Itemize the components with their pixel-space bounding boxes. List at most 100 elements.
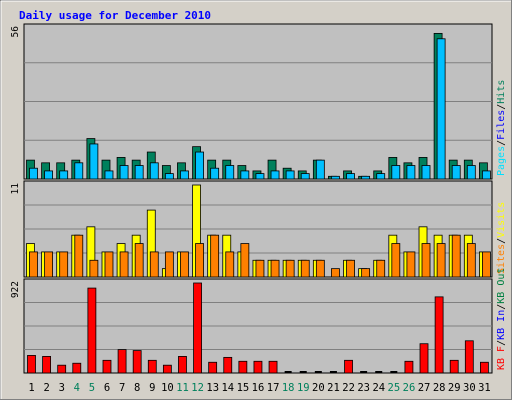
bar-kb-f — [223, 356, 233, 374]
x-tick-label: 2 — [43, 382, 49, 394]
bar-sites — [119, 251, 129, 278]
bar-files — [376, 173, 386, 180]
x-tick-label: 13 — [206, 382, 219, 394]
panel-kb: 922 KB F/KB In/KB Out — [10, 268, 507, 374]
bar-sites — [180, 251, 189, 278]
bar-kb-f — [464, 340, 474, 374]
x-tick-label: 20 — [312, 382, 325, 394]
x-tick-label: 11 — [176, 382, 189, 394]
legend-item: Hits — [496, 80, 507, 104]
bar-files — [164, 173, 174, 180]
bar-sites — [89, 259, 99, 278]
legend-item: Pages — [496, 146, 507, 176]
bar-sites — [225, 251, 235, 278]
bar-kb-f — [344, 359, 353, 374]
bar-files — [225, 165, 235, 180]
y-max-label: 922 — [10, 281, 21, 298]
bar-sites — [436, 243, 446, 278]
bar-kb-f — [419, 343, 429, 374]
bar-files — [180, 170, 189, 180]
bar-sites — [240, 243, 250, 278]
bar-kb-f — [72, 362, 82, 374]
x-tick-label: 17 — [267, 382, 280, 394]
bar-files — [391, 165, 401, 180]
bar-files — [59, 170, 69, 180]
bar-sites — [315, 259, 325, 278]
panel-legend: Sites/Visits — [496, 202, 507, 274]
bar-files — [195, 151, 204, 180]
bar-files — [29, 167, 38, 180]
bar-sites — [285, 259, 295, 278]
x-tick-label: 5 — [89, 382, 95, 394]
bar-sites — [44, 251, 53, 278]
bar-kb-f — [253, 360, 263, 374]
bar-files — [300, 173, 310, 180]
bar-files — [361, 175, 371, 180]
x-tick-label: 3 — [59, 382, 65, 394]
bar-kb-f — [208, 361, 218, 374]
bar-files — [89, 143, 99, 180]
bar-sites — [331, 268, 340, 278]
bar-sites — [466, 243, 476, 278]
bar-files — [285, 170, 295, 180]
x-tick-label: 29 — [448, 382, 461, 394]
bar-files — [149, 162, 159, 180]
x-tick-label: 25 — [388, 382, 401, 394]
x-tick-label: 22 — [342, 382, 355, 394]
bar-files — [346, 173, 355, 180]
bar-files — [210, 167, 220, 180]
bar-files — [240, 170, 250, 180]
bar-files — [315, 159, 325, 180]
bar-sites — [421, 243, 431, 278]
bar-sites — [210, 234, 220, 278]
bar-files — [134, 165, 144, 180]
bar-kb-f — [193, 282, 202, 374]
x-tick-label: 7 — [119, 382, 125, 394]
bar-files — [74, 162, 84, 180]
bar-sites — [482, 251, 491, 278]
panel-legend: KB F/KB In/KB Out — [496, 268, 507, 370]
x-tick-label: 28 — [433, 382, 446, 394]
x-tick-label: 10 — [161, 382, 174, 394]
legend-item: Visits — [496, 202, 507, 238]
x-tick-label: 1 — [28, 382, 34, 394]
legend-item: Files — [496, 110, 507, 140]
bar-files — [466, 165, 476, 180]
legend-item: Sites — [496, 244, 507, 274]
bar-sites — [134, 243, 144, 278]
bar-kb-f — [238, 360, 248, 374]
bar-files — [119, 165, 129, 180]
x-tick-label: 19 — [297, 382, 310, 394]
bar-files — [451, 165, 461, 180]
panel-legend: Pages/Files/Hits — [496, 80, 507, 176]
x-tick-label: 24 — [372, 382, 385, 394]
bar-kb-f — [147, 359, 157, 374]
panel-hits-files-pages: 56 Pages/Files/Hits — [10, 23, 507, 180]
legend-item: KB F — [496, 346, 507, 370]
panel-visits-sites: 11 Sites/Visits — [10, 180, 507, 278]
x-tick-label: 23 — [357, 382, 370, 394]
x-tick-label: 18 — [282, 382, 295, 394]
bar-kb-f — [268, 360, 278, 374]
x-tick-label: 16 — [252, 382, 265, 394]
bar-kb-f — [117, 349, 127, 374]
y-max-label: 56 — [10, 26, 21, 38]
bar-files — [331, 175, 340, 180]
x-tick-label: 27 — [418, 382, 431, 394]
x-tick-label: 12 — [191, 382, 204, 394]
bar-kb-f — [132, 350, 142, 374]
bar-kb-f — [42, 356, 51, 374]
x-tick-label: 14 — [221, 382, 234, 394]
bar-kb-f — [102, 359, 112, 374]
bar-sites — [149, 251, 159, 278]
bar-sites — [255, 259, 265, 278]
bar-sites — [29, 251, 38, 278]
bar-kb-f — [178, 356, 187, 374]
bar-sites — [346, 259, 355, 278]
y-max-label: 11 — [10, 183, 21, 195]
bar-kb-f — [404, 360, 414, 374]
x-tick-label: 9 — [149, 382, 155, 394]
x-tick-label: 15 — [237, 382, 250, 394]
